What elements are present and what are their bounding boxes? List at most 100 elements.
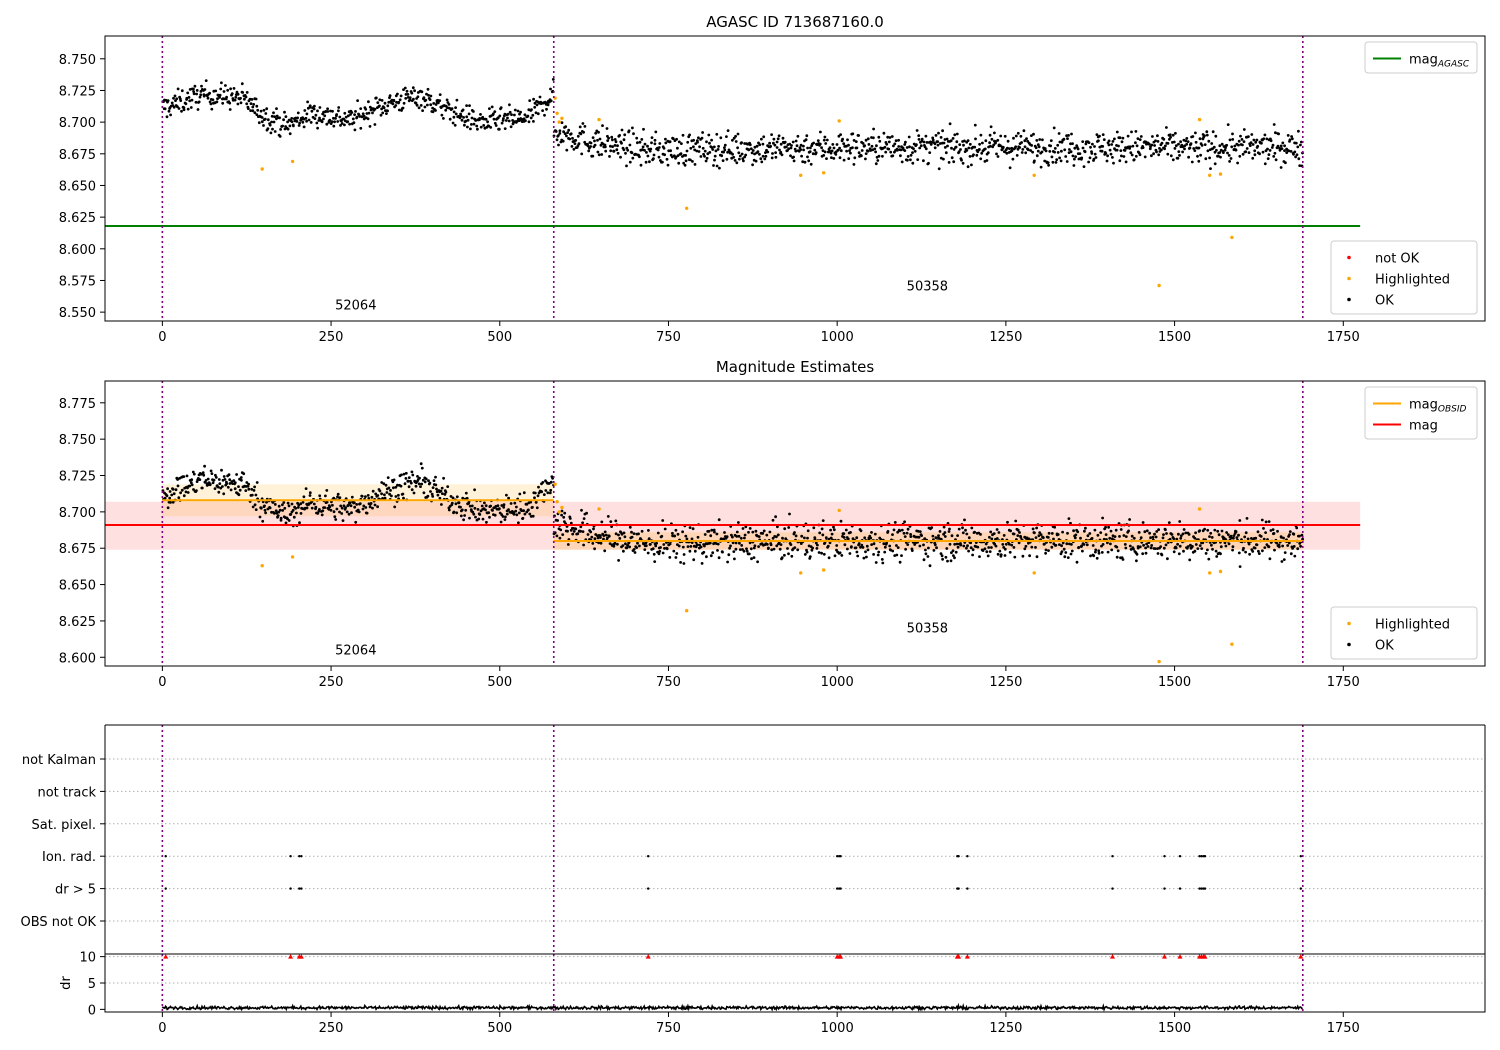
ok-point <box>1067 517 1071 520</box>
ok-point <box>915 129 919 132</box>
ok-point <box>1065 160 1069 163</box>
ok-point <box>682 553 686 556</box>
ok-point <box>1292 532 1296 536</box>
ok-point <box>606 536 609 540</box>
ok-point <box>221 101 225 105</box>
ok-point <box>771 518 775 522</box>
ok-point <box>403 482 407 486</box>
flag-point <box>966 887 969 890</box>
ok-point <box>1102 138 1106 142</box>
ok-point <box>506 116 509 120</box>
ok-point <box>1044 149 1048 153</box>
ok-point <box>1077 546 1081 549</box>
ok-point <box>345 510 349 514</box>
ok-point <box>638 140 642 144</box>
ok-point <box>215 100 219 104</box>
ok-point <box>918 530 922 533</box>
ok-point <box>266 118 270 122</box>
ok-point <box>866 149 870 153</box>
ok-point <box>503 518 507 521</box>
highlighted-point <box>822 568 826 572</box>
ok-point <box>906 527 910 531</box>
ok-point <box>502 505 506 509</box>
ok-point <box>1055 158 1059 162</box>
ok-point <box>909 153 913 157</box>
ok-point <box>671 137 675 141</box>
ok-point <box>922 543 925 547</box>
ok-point <box>957 527 961 531</box>
ok-point <box>918 146 922 150</box>
ok-point <box>859 545 862 549</box>
ok-point <box>176 105 179 109</box>
ok-point <box>235 473 239 476</box>
ok-point <box>685 537 689 541</box>
ok-point <box>931 138 935 142</box>
ok-point <box>454 502 458 506</box>
ok-point <box>642 542 646 545</box>
ok-point <box>840 554 844 557</box>
ok-point <box>825 138 829 142</box>
highlighted-point <box>799 173 803 177</box>
ok-point <box>703 533 707 536</box>
ok-point <box>926 555 930 558</box>
ok-point <box>272 120 276 124</box>
ok-point <box>388 492 391 496</box>
ok-point <box>463 123 466 127</box>
ok-point <box>1243 535 1247 539</box>
highlighted-point <box>822 171 826 175</box>
ok-point <box>213 487 217 490</box>
ok-point <box>606 139 610 143</box>
ok-point <box>332 116 335 120</box>
ok-point <box>1274 158 1278 162</box>
ok-point <box>586 144 590 148</box>
ok-point <box>779 543 783 546</box>
ok-point <box>1301 537 1304 541</box>
ok-point <box>264 511 267 515</box>
ok-point <box>1040 150 1044 154</box>
ok-point <box>842 532 846 536</box>
ok-point <box>1269 529 1273 532</box>
ok-point <box>390 494 393 498</box>
ok-point <box>1273 548 1276 552</box>
ok-point <box>254 97 258 101</box>
ok-point <box>735 535 739 538</box>
ok-point <box>335 507 339 511</box>
ok-point <box>1299 143 1302 147</box>
ok-point <box>479 125 483 129</box>
ok-point <box>165 494 169 498</box>
ok-point <box>1109 542 1112 546</box>
ok-point <box>714 149 718 153</box>
ok-point <box>1092 554 1096 558</box>
ok-point <box>877 135 881 139</box>
ok-point <box>255 113 259 116</box>
ok-point <box>410 91 414 95</box>
ok-point <box>268 506 272 510</box>
ok-point <box>1206 528 1210 532</box>
ok-point <box>378 104 381 108</box>
ok-point <box>813 148 817 152</box>
ok-point <box>251 109 255 113</box>
ok-point <box>723 146 726 150</box>
ok-point <box>710 138 713 142</box>
ok-point <box>455 511 459 515</box>
ok-point <box>438 496 442 500</box>
ok-point <box>1053 525 1056 529</box>
ok-point <box>582 543 585 547</box>
ok-point <box>827 537 831 541</box>
ok-point <box>662 146 666 150</box>
ok-point <box>612 149 616 153</box>
ok-point <box>1124 546 1128 550</box>
ok-point <box>803 553 807 556</box>
ok-point <box>663 527 667 531</box>
ok-point <box>1210 536 1214 539</box>
ok-point <box>1226 151 1229 155</box>
ok-point <box>710 528 714 532</box>
ok-point <box>828 146 832 150</box>
ok-point <box>472 122 476 126</box>
ok-point <box>416 95 420 99</box>
ok-point <box>1082 165 1086 169</box>
ok-point <box>1128 518 1131 521</box>
ok-point <box>371 489 375 493</box>
ok-point <box>1294 141 1298 145</box>
